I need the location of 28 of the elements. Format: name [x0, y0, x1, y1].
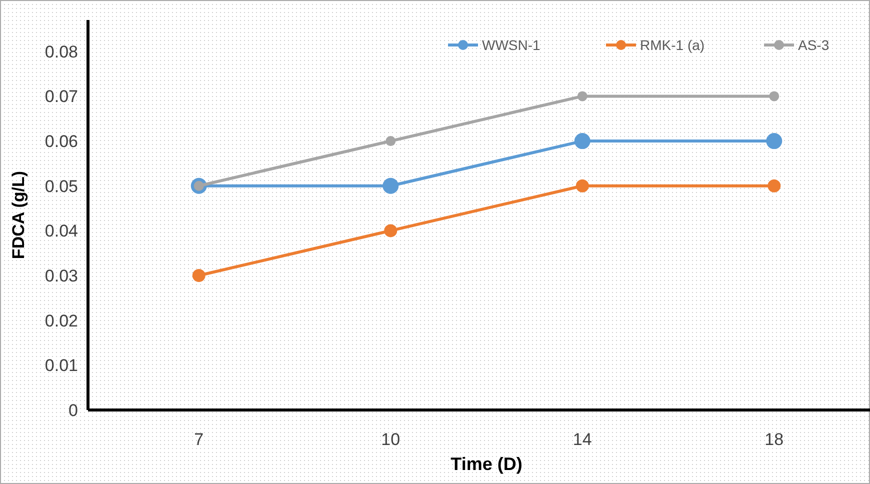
- y-tick-label: 0.04: [44, 222, 78, 241]
- point: [766, 133, 782, 150]
- x-tick-label: 10: [381, 430, 400, 449]
- y-axis-title: FDCA (g/L): [9, 170, 28, 260]
- x-tick-label: 14: [572, 430, 592, 449]
- point: [384, 224, 398, 238]
- legend-label: AS-3: [798, 36, 830, 53]
- x-tick-label: 7: [194, 430, 204, 449]
- y-tick-label: 0.01: [44, 356, 78, 376]
- y-tick-label: 0.02: [44, 311, 78, 330]
- point: [574, 133, 590, 150]
- y-tick-label: 0.05: [44, 176, 78, 196]
- point: [577, 91, 588, 102]
- point: [576, 179, 589, 192]
- point: [192, 269, 206, 282]
- point: [768, 179, 781, 192]
- point: [386, 136, 396, 146]
- y-tick-label: 0.07: [44, 87, 78, 106]
- y-tick-label: 0.03: [44, 266, 78, 286]
- legend-label: WWSN-1: [482, 36, 541, 53]
- point: [382, 178, 399, 194]
- y-tick-label: 0: [68, 400, 78, 420]
- point: [769, 91, 780, 102]
- x-axis-title: Time (D): [450, 454, 522, 474]
- x-tick-label: 18: [764, 430, 784, 449]
- y-tick-label: 0.06: [44, 132, 78, 151]
- legend-label: RMK-1 (a): [640, 36, 705, 53]
- y-tick-label: 0.08: [44, 42, 78, 62]
